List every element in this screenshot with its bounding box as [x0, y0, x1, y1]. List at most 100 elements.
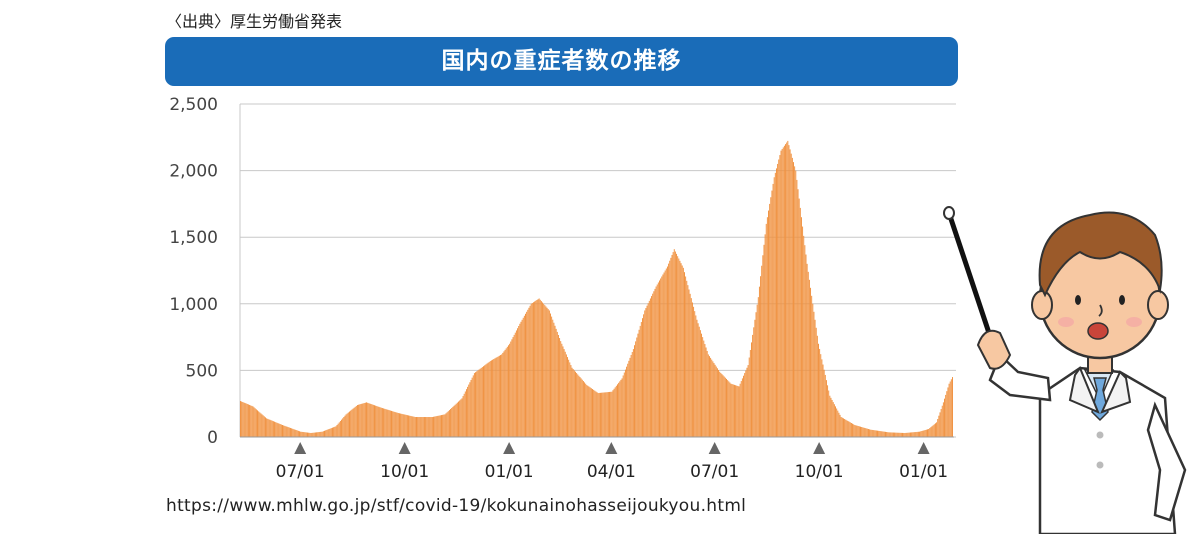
bar: [912, 432, 914, 437]
bar: [416, 417, 417, 437]
bar: [678, 258, 680, 437]
bar: [694, 311, 696, 437]
bar: [789, 149, 791, 437]
bar: [404, 414, 406, 437]
bar: [523, 315, 525, 437]
bar: [680, 263, 682, 437]
bar: [481, 367, 483, 437]
bar: [578, 375, 580, 437]
bar: [807, 271, 809, 437]
bar: [572, 369, 574, 437]
bar: [795, 170, 797, 437]
bar: [754, 319, 756, 437]
bar: [880, 431, 882, 437]
x-tick-marker: [605, 442, 618, 454]
bar: [247, 404, 249, 437]
bar: [764, 234, 766, 437]
bar: [605, 392, 607, 437]
bar: [569, 362, 571, 437]
bar: [653, 291, 655, 437]
bar: [473, 373, 475, 437]
bar: [330, 428, 332, 437]
bar: [796, 179, 798, 437]
bar: [567, 357, 569, 437]
bar: [922, 430, 924, 437]
bar: [378, 406, 380, 437]
bar: [773, 177, 775, 437]
bar: [743, 375, 745, 437]
bar: [798, 198, 800, 437]
y-tick-label: 1,000: [169, 295, 218, 315]
bar: [612, 390, 614, 437]
bar: [293, 429, 295, 437]
bar: [560, 341, 562, 437]
bar: [565, 354, 567, 437]
bar: [906, 432, 908, 437]
bar: [794, 166, 796, 437]
bar: [899, 432, 901, 437]
bar: [762, 255, 764, 437]
bar: [479, 368, 481, 437]
bar: [420, 417, 422, 437]
bar: [805, 254, 807, 437]
bar: [679, 260, 681, 437]
bar: [904, 433, 906, 437]
bar: [883, 431, 885, 437]
bar: [502, 352, 504, 437]
bar: [849, 422, 851, 437]
y-tick-label: 2,500: [169, 95, 218, 115]
bar: [609, 391, 611, 437]
bar: [847, 421, 849, 437]
bar: [521, 319, 523, 437]
bar: [774, 172, 776, 437]
x-tick-marker: [294, 442, 307, 454]
chart-title-banner: 国内の重症者数の推移: [165, 37, 958, 86]
bar: [704, 344, 706, 437]
bar: [629, 357, 631, 437]
bar: [840, 417, 842, 437]
bar: [921, 431, 923, 437]
bar: [713, 363, 715, 437]
bar: [296, 430, 298, 437]
bar: [529, 305, 531, 437]
bar: [930, 427, 932, 437]
bar: [648, 300, 650, 437]
bar: [900, 432, 902, 437]
bar: [366, 402, 368, 437]
bar: [513, 334, 515, 437]
bar: [488, 361, 490, 437]
bar: [950, 379, 952, 437]
bar: [730, 383, 732, 437]
bar: [790, 153, 792, 437]
bar: [822, 364, 824, 437]
bar: [596, 392, 598, 437]
bar: [669, 260, 671, 437]
bar: [874, 430, 876, 437]
bar: [321, 431, 323, 437]
bar: [584, 382, 586, 437]
bar: [428, 417, 430, 437]
bar: [787, 140, 789, 437]
bar: [304, 432, 306, 437]
bar: [303, 432, 305, 437]
bar: [417, 417, 419, 437]
bar: [621, 378, 623, 437]
bar: [615, 385, 617, 437]
bar: [664, 270, 666, 437]
bar: [283, 425, 285, 437]
bar: [663, 272, 665, 437]
bar: [670, 257, 672, 437]
bar: [860, 426, 861, 437]
bar: [532, 302, 534, 437]
bar: [519, 323, 521, 437]
bar: [433, 416, 435, 437]
bar: [654, 288, 656, 437]
bar: [517, 328, 519, 437]
bar: [310, 433, 312, 437]
bar: [377, 406, 379, 437]
bar: [940, 409, 942, 437]
bar: [806, 263, 808, 437]
bar: [436, 416, 438, 437]
bar: [855, 425, 857, 437]
bar: [897, 432, 899, 437]
